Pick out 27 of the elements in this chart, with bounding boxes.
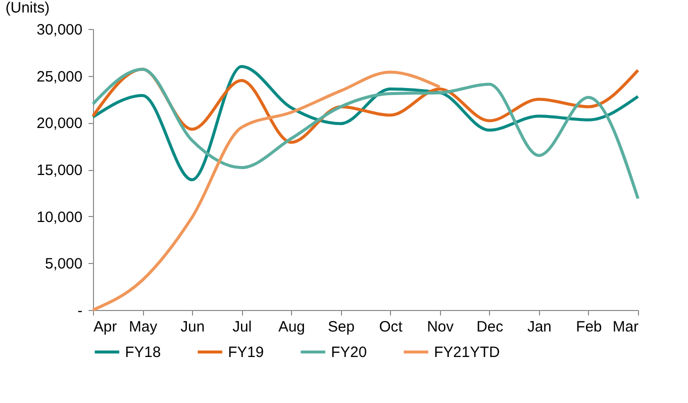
x-tick-label: Nov: [426, 318, 454, 336]
legend-label: FY18: [125, 344, 161, 361]
x-tick-label: Jul: [232, 318, 252, 336]
x-tick-label: Sep: [328, 318, 355, 336]
line-series: [92, 68, 640, 200]
y-axis-title: (Units): [6, 0, 50, 16]
legend-label: FY21YTD: [434, 344, 500, 361]
legend-label: FY20: [331, 344, 367, 361]
x-tick-label: Aug: [278, 318, 306, 336]
x-tick-label: Mar: [612, 318, 638, 336]
x-tick-label: Apr: [94, 318, 117, 336]
y-tick-label: -: [78, 302, 82, 320]
x-tick-label: Feb: [576, 318, 602, 336]
line-series: [92, 70, 442, 312]
y-tick-label: 10,000: [36, 208, 82, 226]
y-tick-label: 20,000: [36, 115, 82, 132]
x-tick-label: Oct: [379, 318, 404, 336]
x-tick-label: May: [128, 318, 158, 336]
line-series: [92, 64, 640, 182]
y-tick-label: 25,000: [36, 68, 82, 86]
y-tick-label: 15,000: [36, 162, 82, 179]
x-tick-label: Jan: [527, 318, 552, 336]
y-tick-label: 5,000: [44, 256, 82, 273]
x-tick-label: Dec: [476, 318, 504, 336]
x-tick-label: Jun: [180, 318, 205, 336]
legend-label: FY19: [228, 344, 264, 361]
y-tick-label: 30,000: [36, 22, 82, 38]
